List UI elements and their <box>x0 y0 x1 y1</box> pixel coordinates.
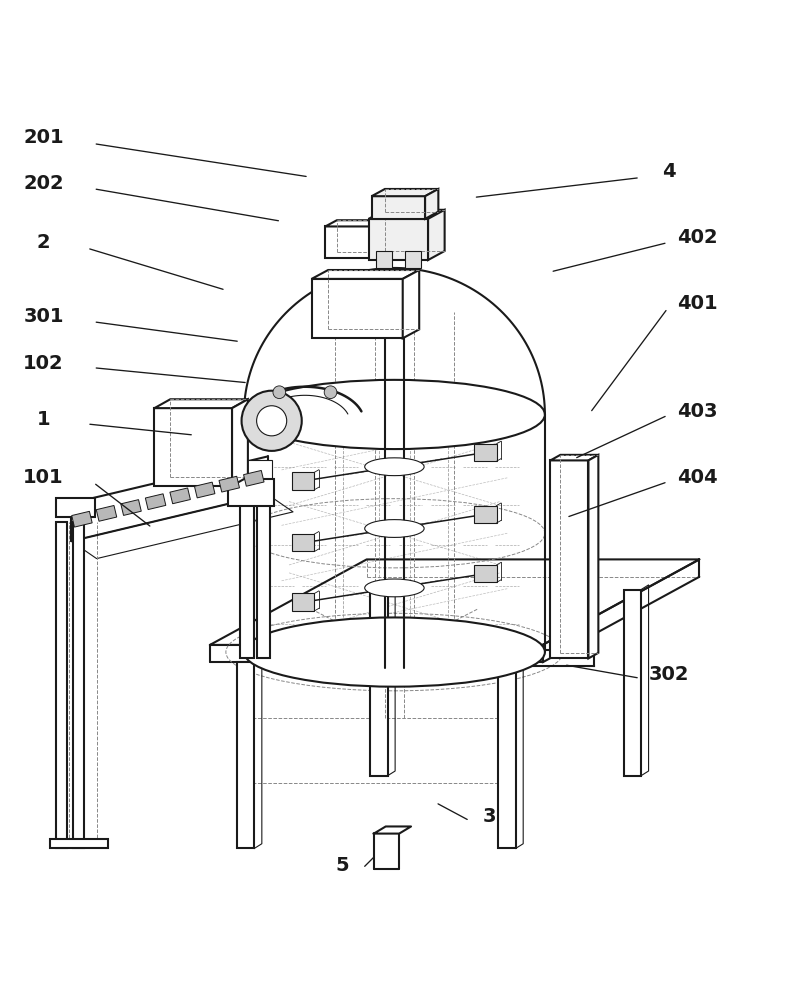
Ellipse shape <box>364 458 425 476</box>
Bar <box>121 500 141 515</box>
Ellipse shape <box>244 380 545 449</box>
Text: 102: 102 <box>23 354 64 373</box>
Text: 101: 101 <box>23 468 64 487</box>
Bar <box>370 590 387 776</box>
Polygon shape <box>371 189 438 196</box>
Polygon shape <box>369 219 428 260</box>
Polygon shape <box>588 455 599 658</box>
Polygon shape <box>550 460 588 658</box>
Ellipse shape <box>364 520 425 537</box>
Ellipse shape <box>364 579 425 597</box>
Bar <box>257 476 270 658</box>
Bar <box>237 662 254 848</box>
Polygon shape <box>154 408 232 486</box>
Polygon shape <box>369 210 444 219</box>
Polygon shape <box>428 210 444 260</box>
Bar <box>376 251 392 268</box>
Bar <box>170 488 190 504</box>
Bar <box>292 472 314 490</box>
Bar <box>405 251 421 268</box>
Polygon shape <box>425 189 438 219</box>
Polygon shape <box>312 270 419 279</box>
Polygon shape <box>326 220 396 226</box>
Polygon shape <box>371 196 425 219</box>
Bar <box>292 534 314 551</box>
Text: 403: 403 <box>676 402 718 421</box>
Text: 201: 201 <box>23 128 64 147</box>
Bar <box>240 476 254 658</box>
Bar <box>498 662 516 848</box>
Text: 1: 1 <box>36 410 51 429</box>
Bar <box>97 505 116 521</box>
Polygon shape <box>402 270 419 338</box>
Bar <box>50 839 108 848</box>
Circle shape <box>242 391 302 451</box>
Text: 404: 404 <box>676 468 718 487</box>
Bar <box>72 511 92 527</box>
Bar <box>56 522 67 848</box>
Text: 202: 202 <box>23 174 64 193</box>
Bar <box>474 444 497 461</box>
Polygon shape <box>154 399 248 408</box>
Ellipse shape <box>244 617 545 687</box>
Bar <box>146 494 166 510</box>
Circle shape <box>324 386 337 399</box>
Text: 3: 3 <box>482 807 497 826</box>
Text: 5: 5 <box>335 856 349 875</box>
Bar <box>195 482 215 498</box>
Polygon shape <box>312 279 402 338</box>
Polygon shape <box>550 455 599 460</box>
Polygon shape <box>232 399 248 486</box>
Bar <box>219 476 239 492</box>
Circle shape <box>273 386 286 399</box>
Bar <box>73 522 84 848</box>
Text: 4: 4 <box>662 162 676 181</box>
Text: 302: 302 <box>649 665 690 684</box>
Bar <box>474 565 497 582</box>
Bar <box>623 590 641 776</box>
Text: 402: 402 <box>676 228 718 247</box>
Bar <box>228 479 274 506</box>
Bar <box>56 498 95 517</box>
Text: 301: 301 <box>23 307 64 326</box>
Bar <box>244 470 264 486</box>
Text: 401: 401 <box>676 294 718 313</box>
Bar <box>230 460 272 483</box>
Bar <box>292 593 314 611</box>
Polygon shape <box>385 220 396 258</box>
Bar <box>474 506 497 523</box>
Circle shape <box>257 406 287 436</box>
Text: 2: 2 <box>36 233 51 252</box>
Polygon shape <box>326 226 385 258</box>
